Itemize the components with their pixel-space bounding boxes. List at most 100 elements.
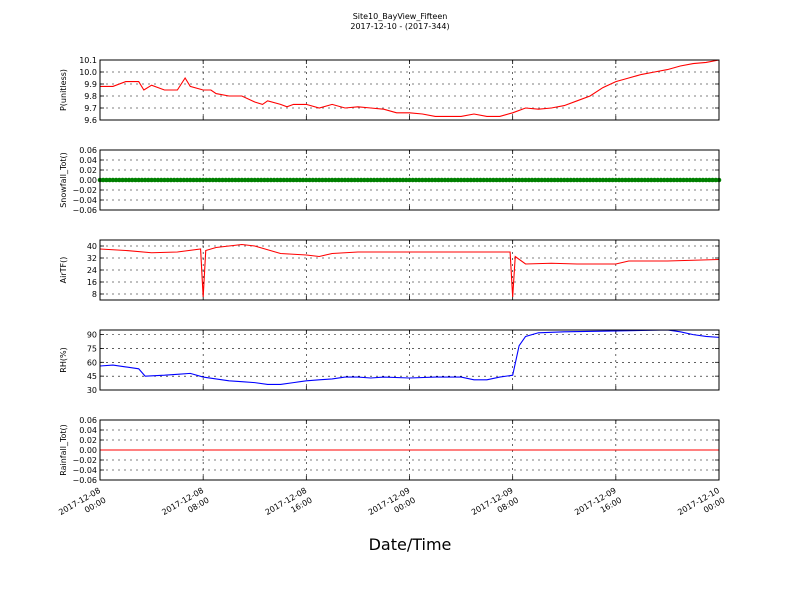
data-point — [687, 177, 693, 183]
data-point — [597, 177, 603, 183]
data-point — [523, 177, 528, 183]
data-point — [471, 177, 477, 183]
data-point — [713, 177, 719, 183]
panels: 9.69.79.89.910.010.1P(unitless)−0.06−0.0… — [59, 56, 722, 485]
data-point — [516, 177, 522, 183]
axes-frame — [99, 59, 720, 121]
data-point — [694, 177, 699, 183]
data-point — [500, 177, 506, 183]
y-tick-label: 0.04 — [79, 156, 97, 165]
panel-0: 9.6 9.7 9.8 9.9 10.0 10.1 P(unitless) — [59, 56, 720, 125]
data-point — [310, 177, 316, 183]
data-point — [146, 177, 151, 183]
data-point — [710, 177, 715, 183]
data-point — [345, 177, 351, 183]
data-point — [304, 177, 309, 183]
data-point — [636, 177, 641, 183]
x-tick-label: 2017-12-0800:00 — [57, 486, 107, 527]
data-point — [100, 177, 106, 183]
y-tick-label: −0.06 — [72, 206, 97, 215]
data-point — [397, 177, 403, 183]
data-point — [152, 177, 158, 183]
axes-frame — [99, 419, 720, 481]
data-point — [697, 177, 702, 183]
data-point — [532, 177, 538, 183]
x-tick-label: 2017-12-1000:00 — [676, 486, 726, 527]
series-line — [99, 329, 720, 386]
data-point — [107, 177, 112, 183]
x-axis-label: Date/Time — [369, 535, 452, 554]
data-point — [204, 177, 209, 183]
data-point — [220, 177, 225, 183]
data-point — [258, 177, 264, 183]
data-point — [520, 177, 525, 183]
data-point — [213, 177, 219, 183]
data-point — [481, 177, 486, 183]
data-point — [590, 177, 596, 183]
data-point — [539, 177, 544, 183]
data-point — [465, 177, 470, 183]
data-point — [297, 177, 303, 183]
data-point — [123, 177, 129, 183]
y-axis-label: Snowfall_Tot() — [59, 152, 68, 208]
data-point — [494, 177, 499, 183]
y-tick-label: 8 — [92, 290, 97, 299]
data-point — [571, 177, 577, 183]
data-point — [362, 177, 367, 183]
data-point — [349, 177, 354, 183]
data-point — [165, 177, 171, 183]
data-point — [242, 177, 248, 183]
y-tick-label: 10.0 — [79, 68, 97, 77]
y-tick-label: 0.06 — [79, 416, 97, 425]
data-point — [623, 177, 628, 183]
panel-2: 8 16 24 32 40 AirTF() — [59, 239, 720, 301]
data-point — [678, 177, 683, 183]
data-point — [342, 177, 348, 183]
data-point — [668, 177, 673, 183]
y-tick-label: 9.6 — [84, 116, 97, 125]
y-tick-label: −0.06 — [72, 476, 97, 485]
data-point — [581, 177, 586, 183]
y-tick-label: 0.04 — [79, 426, 97, 435]
data-point — [452, 177, 457, 183]
y-tick-label: 16 — [87, 278, 97, 287]
data-point — [387, 177, 393, 183]
data-point — [400, 177, 406, 183]
data-point — [352, 177, 357, 183]
data-point — [703, 177, 709, 183]
data-point — [403, 177, 409, 183]
data-point — [171, 177, 177, 183]
data-point — [278, 177, 283, 183]
data-point — [281, 177, 287, 183]
data-point — [155, 177, 161, 183]
data-point — [468, 177, 474, 183]
data-point — [474, 177, 480, 183]
data-point — [426, 177, 432, 183]
data-point — [139, 177, 145, 183]
data-point — [503, 177, 509, 183]
data-point — [616, 177, 622, 183]
data-point — [162, 177, 167, 183]
data-point — [313, 177, 319, 183]
y-tick-label: 90 — [87, 331, 97, 340]
data-point — [268, 177, 274, 183]
data-point — [365, 177, 370, 183]
x-tick-label: 2017-12-0808:00 — [160, 486, 210, 527]
series-line — [99, 243, 720, 298]
data-point — [613, 177, 619, 183]
data-point — [117, 177, 122, 183]
y-tick-label: 9.7 — [84, 104, 97, 113]
y-tick-label: 60 — [87, 358, 97, 367]
data-point — [587, 177, 593, 183]
data-point — [187, 177, 193, 183]
data-point — [626, 177, 632, 183]
data-point — [284, 177, 290, 183]
data-point — [133, 177, 138, 183]
data-point — [229, 177, 235, 183]
data-point — [449, 177, 454, 183]
series-line — [100, 59, 720, 117]
x-tick-label: 2017-12-0816:00 — [264, 486, 314, 527]
data-point — [671, 177, 677, 183]
data-point — [336, 177, 341, 183]
data-point — [294, 177, 299, 183]
